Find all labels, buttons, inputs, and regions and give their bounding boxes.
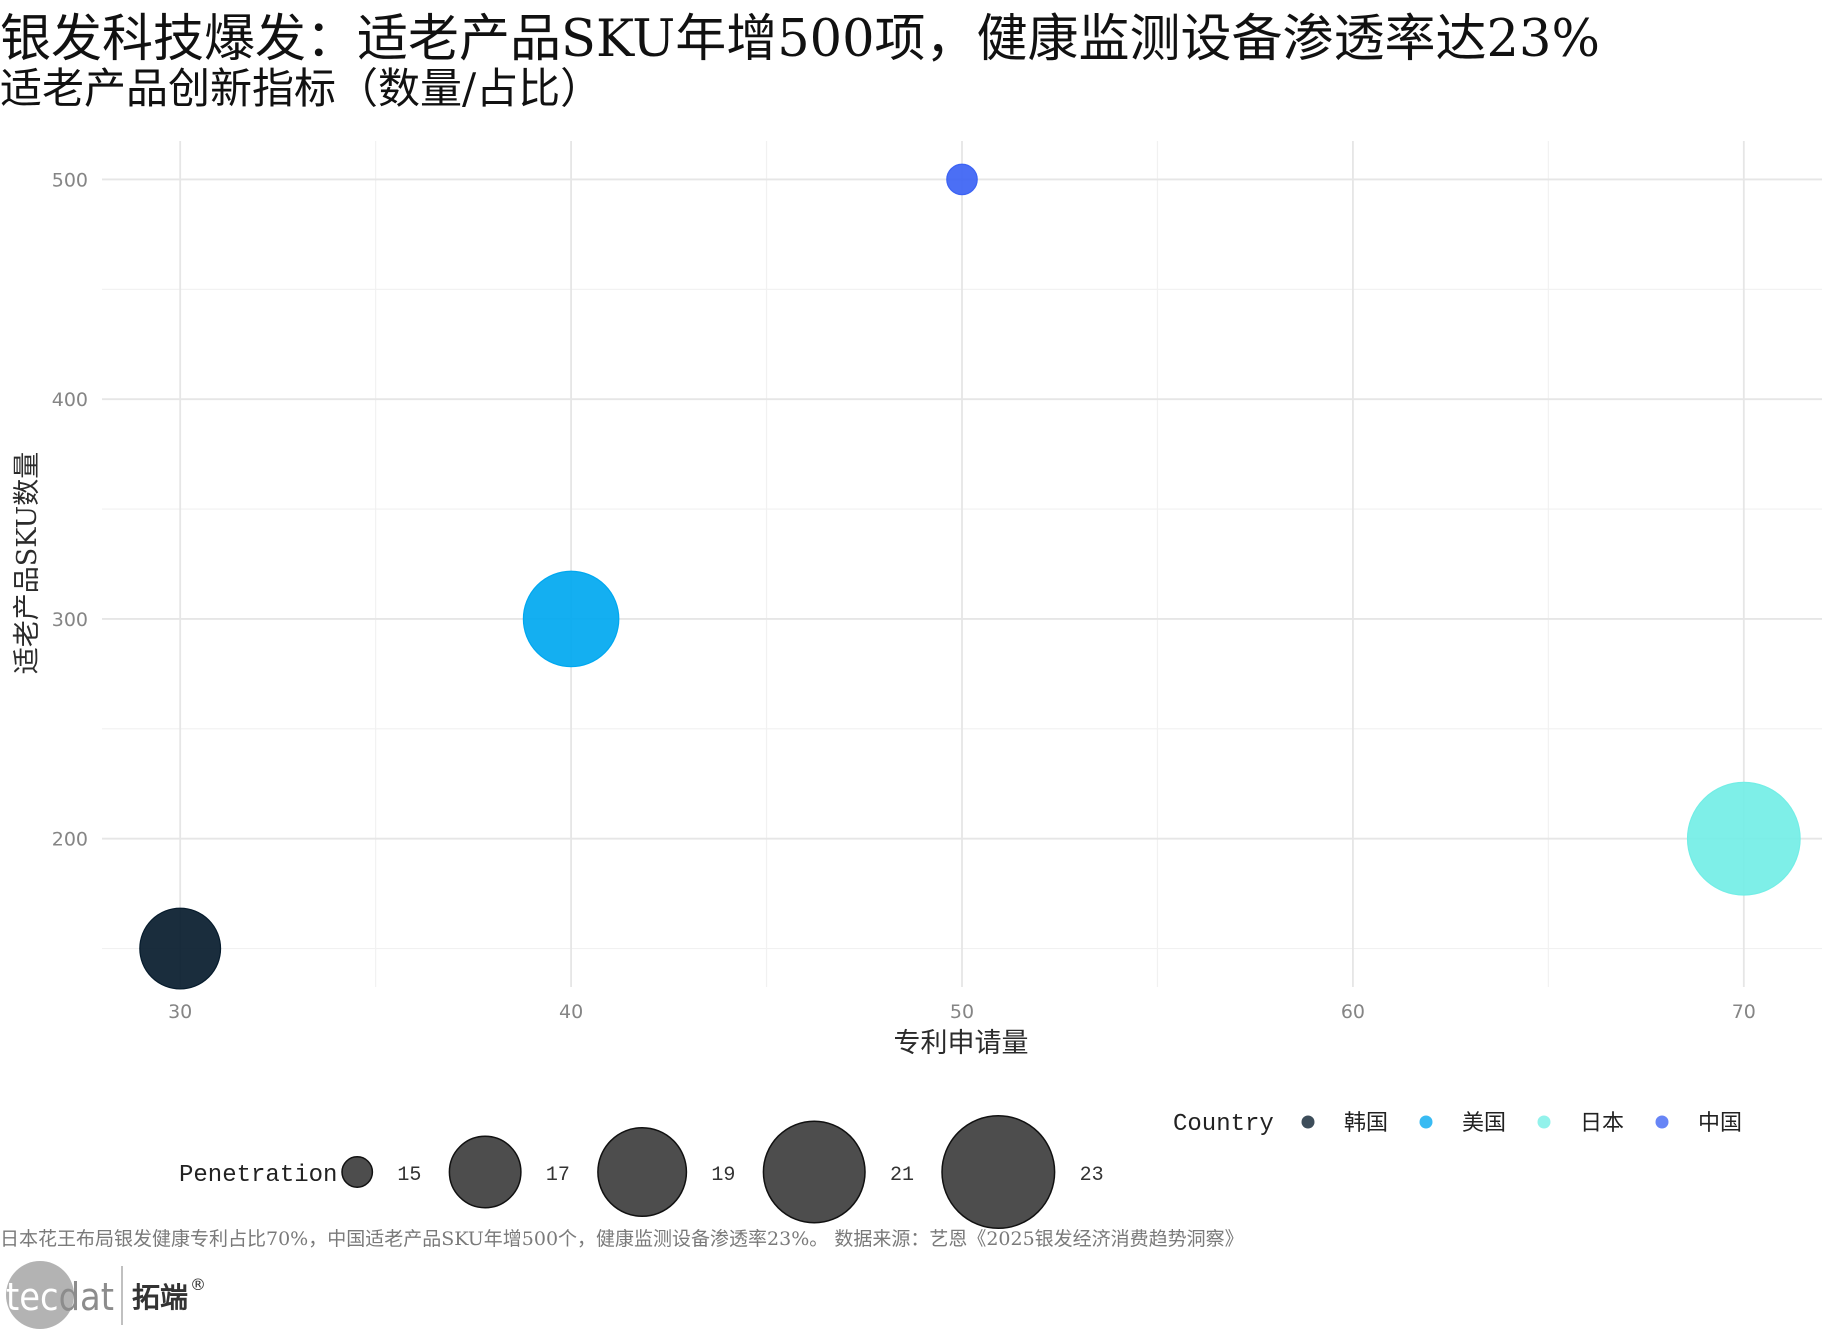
y-axis-title: 适老产品SKU数量 xyxy=(12,452,43,674)
logo-wordmark-left: tec xyxy=(6,1275,59,1319)
logo-name: 拓端 xyxy=(132,1281,188,1314)
x-axis-title: 专利申请量 xyxy=(894,1028,1029,1059)
size-legend-key xyxy=(597,1126,688,1218)
color-legend-key xyxy=(1419,1115,1433,1129)
chart-title: 银发科技爆发：适老产品SKU年增500项，健康监测设备渗透率达23% xyxy=(0,10,1600,69)
y-axis-ticks: 200 300 400 500 xyxy=(52,169,88,850)
bubble-point-4 xyxy=(946,163,978,196)
major-grid xyxy=(102,141,1822,987)
y-tick-label: 400 xyxy=(52,389,88,411)
chart-subtitle: 适老产品创新指标（数量/占比） xyxy=(0,64,602,113)
logo-wordmark: tecdat xyxy=(6,1275,114,1319)
color-legend-label: 日本 xyxy=(1580,1111,1624,1136)
color-legend-key xyxy=(1301,1115,1315,1129)
color-legend-items: 韩国 美国 日本 中国 xyxy=(1301,1111,1742,1136)
x-tick-label: 70 xyxy=(1732,1001,1756,1023)
chart-caption: 日本花王布局银发健康专利占比70%，中国适老产品SKU年增500个，健康监测设备… xyxy=(0,1228,1244,1250)
bubble-point-1 xyxy=(139,907,222,990)
x-tick-label: 40 xyxy=(559,1001,583,1023)
color-legend-label: 美国 xyxy=(1462,1111,1506,1136)
color-legend: Country 韩国 美国 日本 中国 xyxy=(1173,1111,1742,1138)
bubble-point-2 xyxy=(522,570,620,668)
size-legend-key xyxy=(448,1135,522,1209)
bubble-point-3 xyxy=(1686,781,1801,896)
color-legend-key xyxy=(1537,1115,1551,1129)
x-tick-label: 50 xyxy=(950,1001,974,1023)
y-tick-label: 200 xyxy=(52,829,88,851)
tecdat-logo: tecdat 拓端 ® xyxy=(6,1261,206,1329)
logo-circle-icon xyxy=(6,1261,74,1329)
plot-panel xyxy=(102,141,1822,990)
color-legend-title: Country xyxy=(1173,1111,1274,1138)
size-legend-label: 19 xyxy=(711,1164,735,1187)
logo-wordmark-right: dat xyxy=(59,1275,114,1319)
x-axis-ticks: 30 40 50 60 70 xyxy=(168,1001,1756,1023)
size-legend-key xyxy=(341,1156,374,1188)
size-legend-key xyxy=(941,1114,1056,1230)
size-legend-title: Penetration xyxy=(179,1162,337,1189)
y-tick-label: 300 xyxy=(52,609,88,631)
size-legend: Penetration 15 17 19 21 23 xyxy=(179,1114,1104,1230)
data-points xyxy=(139,163,1801,990)
size-legend-key xyxy=(762,1120,866,1224)
size-legend-items: 15 17 19 21 23 xyxy=(341,1114,1104,1230)
x-tick-label: 30 xyxy=(168,1001,192,1023)
size-legend-label: 23 xyxy=(1080,1164,1104,1187)
size-legend-label: 21 xyxy=(890,1164,914,1187)
color-legend-label: 中国 xyxy=(1698,1111,1742,1136)
x-tick-label: 60 xyxy=(1341,1001,1365,1023)
size-legend-label: 17 xyxy=(546,1164,570,1187)
color-legend-label: 韩国 xyxy=(1344,1111,1388,1136)
y-tick-label: 500 xyxy=(52,169,88,191)
logo-registered-mark: ® xyxy=(190,1275,206,1294)
size-legend-label: 15 xyxy=(397,1164,421,1187)
color-legend-key xyxy=(1655,1115,1669,1129)
